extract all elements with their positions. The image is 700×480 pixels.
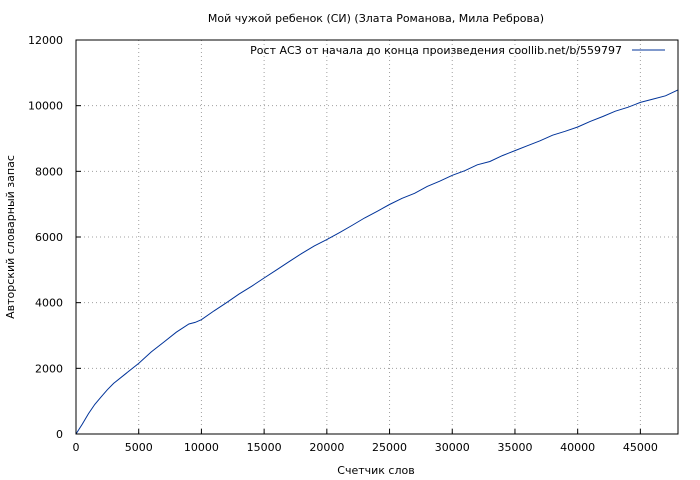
x-tick-label: 20000: [309, 441, 344, 454]
legend: Рост АСЗ от начала до конца произведения…: [250, 44, 665, 57]
y-tick-label: 0: [56, 428, 63, 441]
x-tick-label: 25000: [372, 441, 407, 454]
legend-label: Рост АСЗ от начала до конца произведения…: [250, 44, 622, 57]
x-tick-label: 15000: [247, 441, 282, 454]
y-tick-label: 8000: [35, 165, 63, 178]
x-tick-label: 45000: [623, 441, 658, 454]
series-line: [75, 89, 679, 435]
x-tick-label: 0: [73, 441, 80, 454]
chart-title: Мой чужой ребенок (СИ) (Злата Романова, …: [208, 12, 544, 25]
y-tick-label: 6000: [35, 231, 63, 244]
x-axis-label: Счетчик слов: [337, 464, 414, 477]
y-tick-label: 10000: [28, 100, 63, 113]
x-tick-label: 40000: [560, 441, 595, 454]
ticks: 0 5000 10000 15000 20000 25000 30000 35000 40000…: [28, 34, 658, 454]
y-tick-label: 12000: [28, 34, 63, 47]
series-layer: [75, 89, 679, 435]
grid: [76, 40, 678, 434]
x-tick-label: 5000: [125, 441, 153, 454]
x-tick-label: 10000: [184, 441, 219, 454]
y-axis-label: Авторский словарный запас: [4, 155, 17, 319]
x-tick-label: 30000: [435, 441, 470, 454]
x-tick-label: 35000: [497, 441, 532, 454]
y-tick-label: 4000: [35, 297, 63, 310]
y-tick-label: 2000: [35, 362, 63, 375]
